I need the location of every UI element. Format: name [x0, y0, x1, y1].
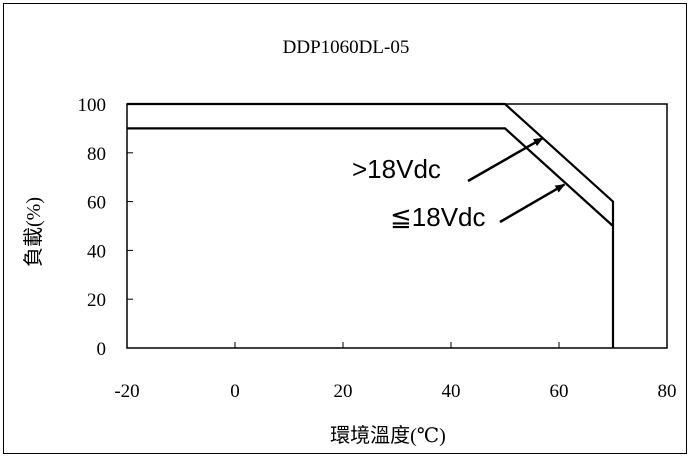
annotation-label: ≦18Vdc [390, 202, 486, 232]
x-tick-label: 60 [550, 381, 569, 402]
y-tick-label: 40 [87, 241, 106, 262]
x-tick-label: -20 [114, 381, 139, 402]
y-tick-label: 0 [97, 339, 107, 360]
chart-title: DDP1060DL-05 [283, 37, 410, 58]
x-tick-label: 80 [658, 381, 677, 402]
series-layer [127, 102, 615, 348]
y-tick-label: 60 [87, 193, 106, 214]
y-axis-label: 負載(%) [22, 197, 45, 267]
annotation-layer: >18Vdc ≦18Vdc [352, 137, 566, 232]
chart-frame [3, 3, 687, 454]
y-tick-label: 80 [87, 144, 106, 165]
x-axis-ticks: -20 0 20 40 60 80 [114, 342, 677, 402]
series-line-1 [127, 102, 615, 348]
x-tick-label: 40 [442, 381, 461, 402]
x-axis-label: 環境溫度(℃) [330, 424, 446, 447]
y-axis-ticks: 0 20 40 60 80 100 [78, 95, 133, 360]
x-tick-label: 20 [334, 381, 353, 402]
annotation-label: >18Vdc [352, 154, 441, 184]
x-tick-label: 0 [230, 381, 240, 402]
annotation-arrow [467, 137, 544, 183]
annotation-arrow [499, 183, 566, 224]
series-line-2 [127, 127, 614, 227]
y-tick-label: 100 [78, 95, 107, 116]
y-tick-label: 20 [87, 290, 106, 311]
